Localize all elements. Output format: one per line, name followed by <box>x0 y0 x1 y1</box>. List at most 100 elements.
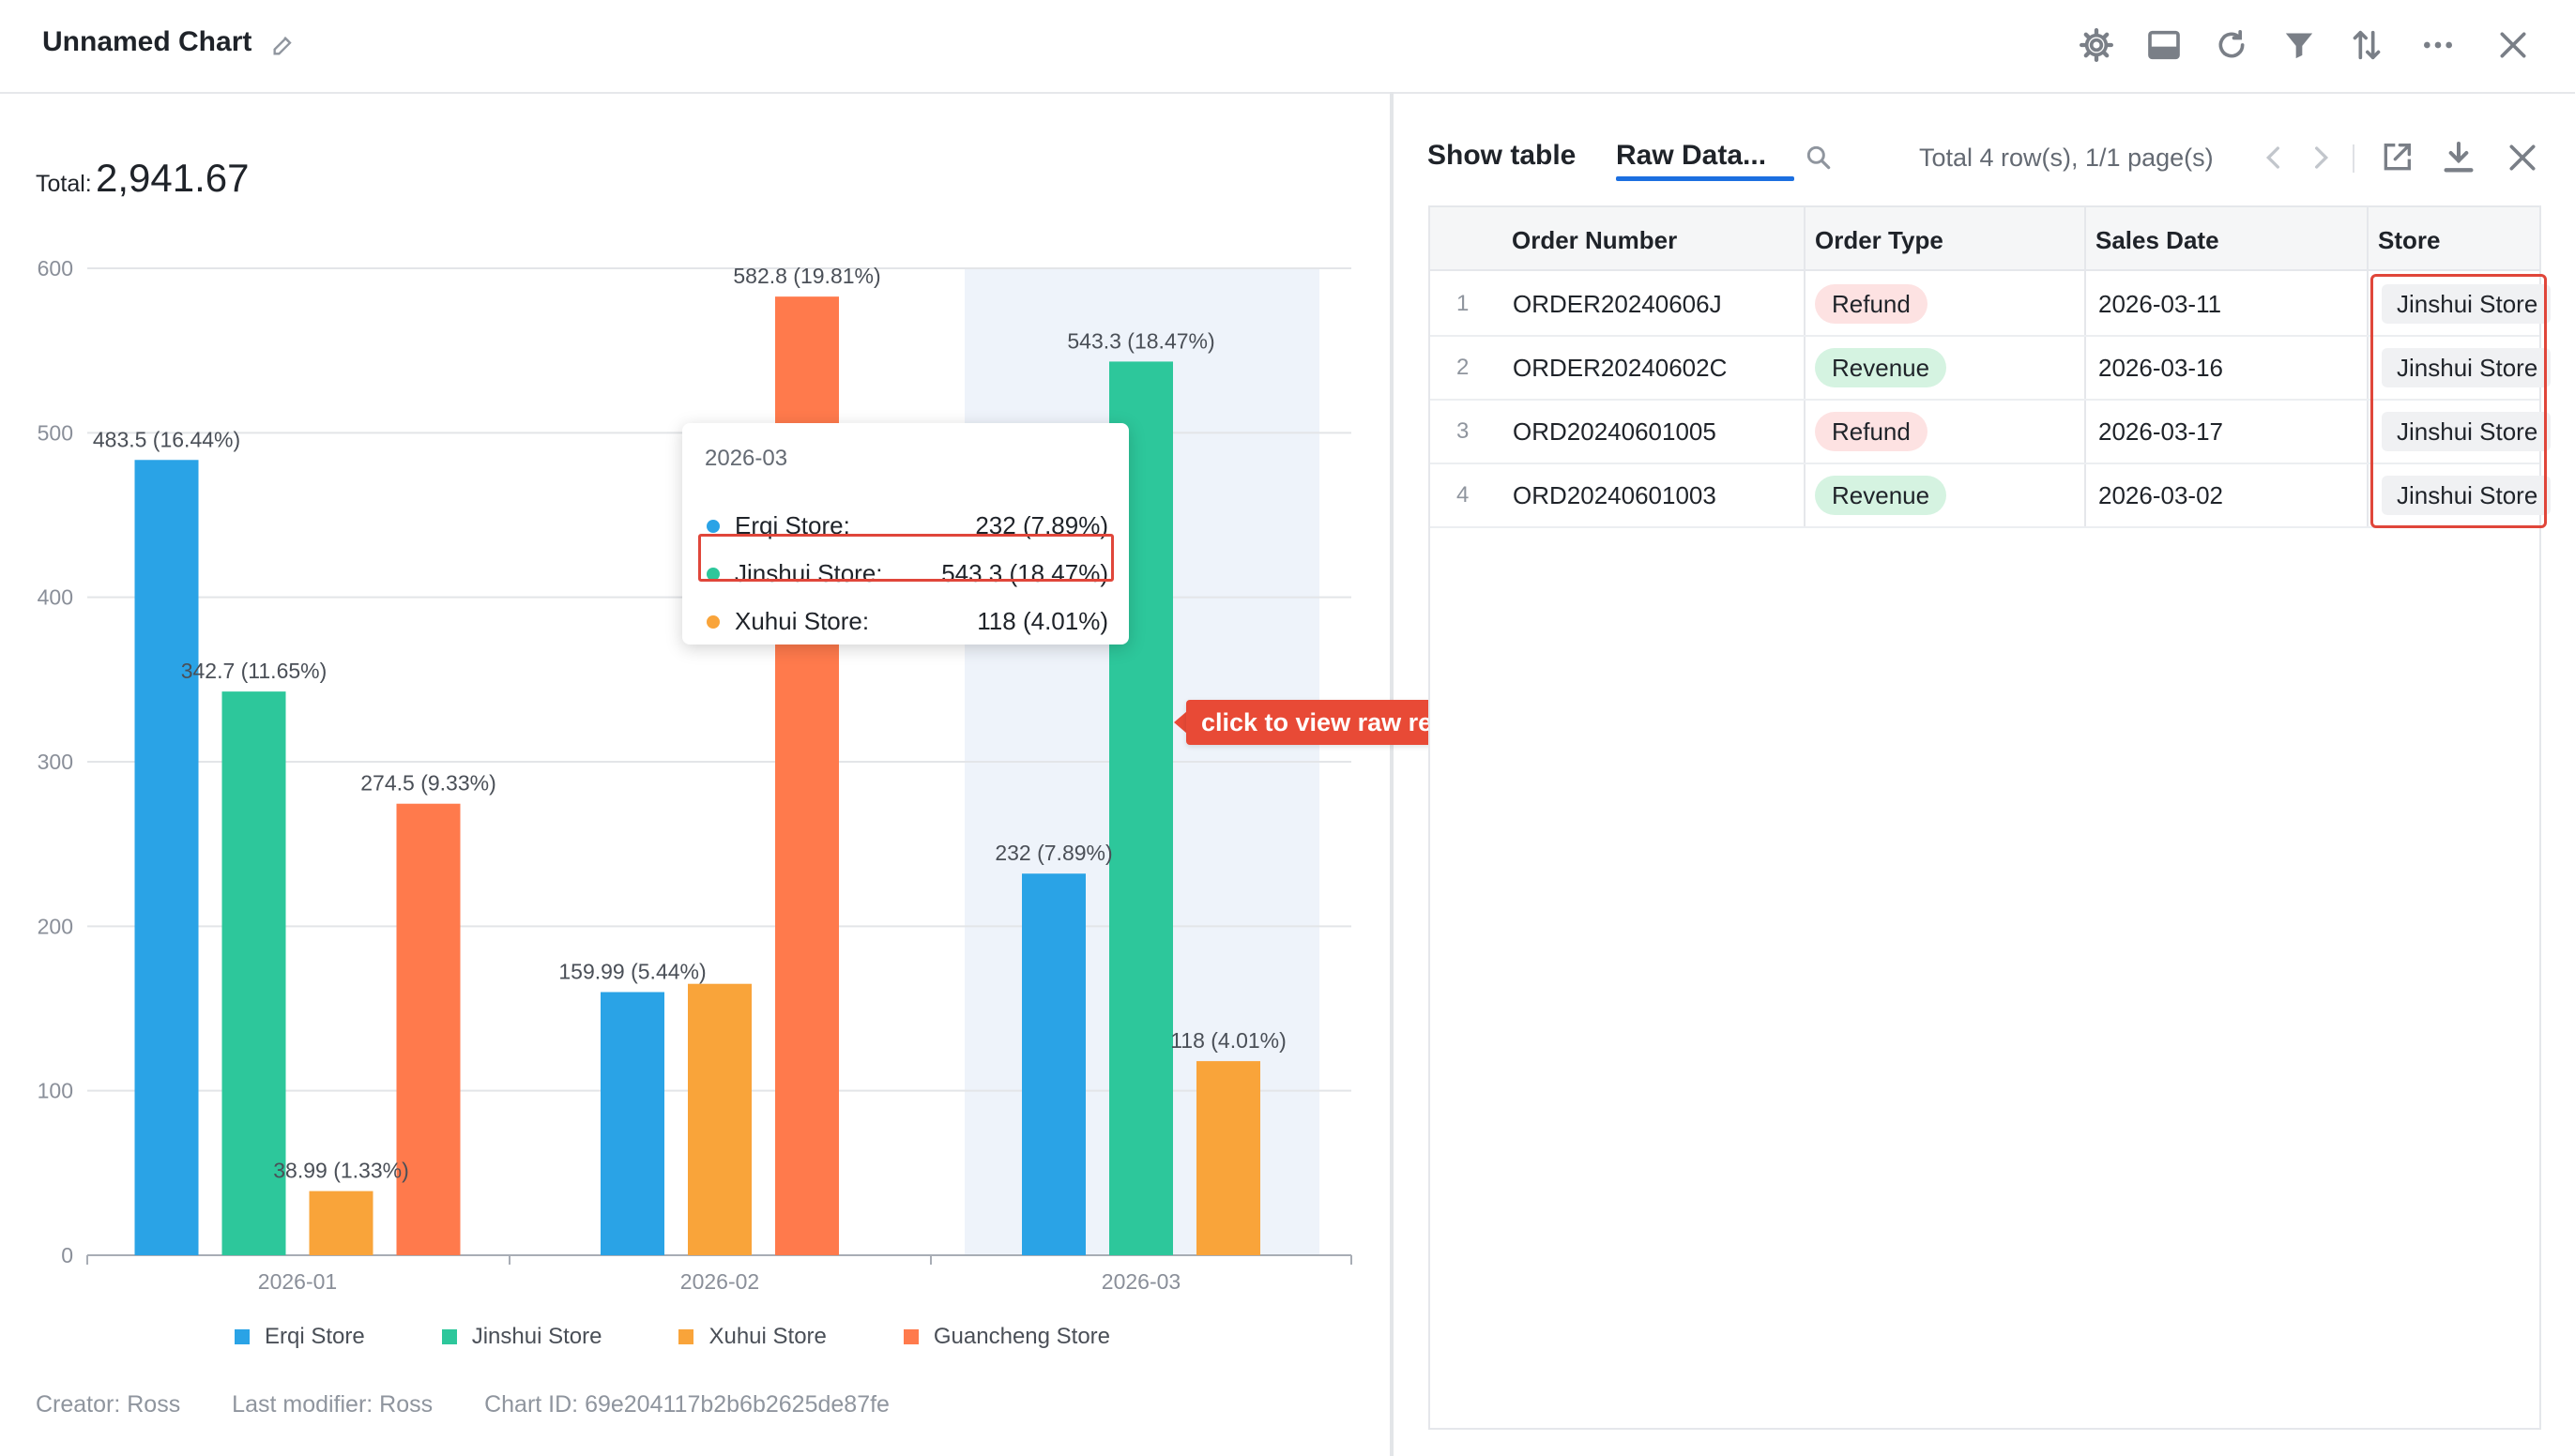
series-dot-icon <box>707 520 720 533</box>
series-dot-icon <box>707 568 720 581</box>
toolbar-separator <box>2353 144 2354 173</box>
y-tick-label: 0 <box>61 1243 73 1267</box>
active-tab-indicator <box>1616 176 1794 181</box>
order-number-cell: ORD20240601003 <box>1513 481 1716 509</box>
store-column-highlight-annotation <box>2370 274 2547 528</box>
sales-date-cell: 2026-03-17 <box>2098 417 2223 446</box>
bar-chart[interactable]: 0 100 200 300 400 500 600 2026-01 2026-02 2026-0… <box>0 244 1379 1304</box>
legend-label: Guancheng Store <box>933 1324 1111 1349</box>
y-axis-ticks: 0 100 200 300 400 500 600 <box>38 256 73 1267</box>
order-type-tag: Refund <box>1815 412 1927 451</box>
close-panel-icon[interactable] <box>2504 139 2541 176</box>
legend-swatch-erqi <box>235 1329 250 1344</box>
x-tick-label: 2026-01 <box>258 1269 337 1294</box>
filter-icon[interactable] <box>2280 26 2318 64</box>
bar-guancheng-store-2026-01[interactable] <box>396 803 461 1255</box>
data-label: 118 (4.01%) <box>1170 1028 1287 1053</box>
column-header-order-number[interactable]: Order Number <box>1512 226 1678 254</box>
y-tick-label: 500 <box>38 420 73 445</box>
pane-divider[interactable] <box>1390 92 1394 1456</box>
legend-label: Erqi Store <box>265 1324 365 1349</box>
table-row[interactable]: 1 ORDER20240606J Refund 2026-03-11 Jinsh… <box>1430 271 2552 337</box>
table-header: Order Number Order Type Sales Date Store <box>1430 207 2539 271</box>
y-tick-label: 100 <box>38 1079 73 1103</box>
y-tick-label: 300 <box>38 750 73 774</box>
display-icon[interactable] <box>2145 26 2183 64</box>
close-icon[interactable] <box>2494 26 2532 64</box>
data-labels: 483.5 (16.44%) 342.7 (11.65%) 38.99 (1.33%… <box>93 264 1287 1182</box>
prev-page-icon[interactable] <box>2256 139 2293 176</box>
settings-icon[interactable] <box>2078 26 2115 64</box>
edit-title-icon[interactable] <box>270 32 297 58</box>
column-header-order-type[interactable]: Order Type <box>1815 226 1943 254</box>
store-tag: Jinshui Store <box>2382 412 2552 451</box>
order-type-tag: Revenue <box>1815 476 1947 515</box>
row-index: 1 <box>1456 291 1470 316</box>
store-tag: Jinshui Store <box>2382 476 2552 515</box>
sort-icon[interactable] <box>2348 26 2385 64</box>
search-icon[interactable] <box>1804 143 1834 173</box>
legend-swatch-xuhui <box>678 1329 694 1344</box>
data-label: 543.3 (18.47%) <box>1067 328 1214 353</box>
legend-item-xuhui[interactable]: Xuhui Store <box>678 1318 827 1356</box>
table-row[interactable]: 2 ORDER20240602C Revenue 2026-03-16 Jins… <box>1430 335 2552 401</box>
y-tick-label: 600 <box>38 256 73 281</box>
bar-erqi-store-2026-02[interactable] <box>601 992 664 1255</box>
data-label: 232 (7.89%) <box>995 841 1112 865</box>
column-divider <box>2367 207 2369 528</box>
chart-legend: Erqi Store Jinshui Store Xuhui Store Gua… <box>235 1318 1110 1356</box>
total-label: Total: <box>36 171 92 197</box>
more-icon[interactable] <box>2419 26 2457 64</box>
bar-xuhui-store-2026-01[interactable] <box>309 1191 373 1255</box>
column-header-sales-date[interactable]: Sales Date <box>2095 226 2219 254</box>
bar-erqi-store-2026-01[interactable] <box>134 460 199 1256</box>
row-index: 3 <box>1456 418 1470 444</box>
legend-item-jinshui[interactable]: Jinshui Store <box>441 1318 602 1356</box>
download-icon[interactable] <box>2440 139 2477 176</box>
store-tag: Jinshui Store <box>2382 284 2552 324</box>
legend-swatch-jinshui <box>441 1329 457 1344</box>
order-number-cell: ORDER20240602C <box>1513 354 1728 382</box>
chart-id-text: Chart ID: 69e204117b2b6b2625de87fe <box>484 1391 890 1418</box>
data-label: 342.7 (11.65%) <box>181 659 328 683</box>
order-type-tag: Refund <box>1815 284 1927 324</box>
table-row[interactable]: 4 ORD20240601003 Revenue 2026-03-02 Jins… <box>1430 463 2552 528</box>
legend-swatch-guancheng <box>903 1329 919 1344</box>
tooltip-series-name: Xuhui Store: <box>735 607 870 635</box>
legend-label: Xuhui Store <box>709 1324 827 1349</box>
pagination-summary: Total 4 row(s), 1/1 page(s) <box>1919 144 2214 172</box>
tooltip-row-jinshui[interactable]: Jinshui Store: 543.3 (18.47%) <box>705 552 1108 593</box>
bar-xuhui-store-2026-02[interactable] <box>688 983 752 1255</box>
table-row[interactable]: 3 ORD20240601005 Refund 2026-03-17 Jinsh… <box>1430 399 2552 464</box>
raw-data-table <box>1428 205 2541 1430</box>
bar-jinshui-store-2026-01[interactable] <box>221 691 286 1255</box>
column-divider <box>1804 207 1806 528</box>
tab-raw-data[interactable]: Raw Data... <box>1616 140 1767 171</box>
legend-item-guancheng[interactable]: Guancheng Store <box>903 1318 1111 1356</box>
y-tick-label: 200 <box>38 914 73 938</box>
order-number-cell: ORDER20240606J <box>1513 290 1722 318</box>
data-label: 38.99 (1.33%) <box>273 1159 408 1183</box>
open-external-icon[interactable] <box>2378 139 2415 176</box>
total-value: 2,941.67 <box>96 156 250 200</box>
legend-label: Jinshui Store <box>471 1324 602 1349</box>
column-divider <box>2084 207 2086 528</box>
data-label: 159.99 (5.44%) <box>558 959 706 983</box>
x-tick-label: 2026-03 <box>1102 1269 1181 1294</box>
order-type-tag: Revenue <box>1815 348 1947 387</box>
bar-xuhui-store-2026-03[interactable] <box>1196 1061 1260 1255</box>
refresh-icon[interactable] <box>2213 26 2250 64</box>
x-tick-label: 2026-02 <box>680 1269 759 1294</box>
tooltip-title: 2026-03 <box>705 446 788 471</box>
row-index: 4 <box>1456 482 1470 508</box>
series-dot-icon <box>707 615 720 629</box>
tab-show-table[interactable]: Show table <box>1427 140 1577 171</box>
tooltip-highlight-annotation <box>698 534 1114 582</box>
legend-item-erqi[interactable]: Erqi Store <box>235 1318 365 1356</box>
y-tick-label: 400 <box>38 585 73 610</box>
bar-erqi-store-2026-03[interactable] <box>1022 873 1086 1255</box>
tooltip-series-value: 118 (4.01%) <box>977 607 1108 635</box>
column-header-store[interactable]: Store <box>2378 226 2441 254</box>
next-page-icon[interactable] <box>2301 139 2339 176</box>
tooltip-row-xuhui: Xuhui Store: 118 (4.01%) <box>705 599 1108 641</box>
